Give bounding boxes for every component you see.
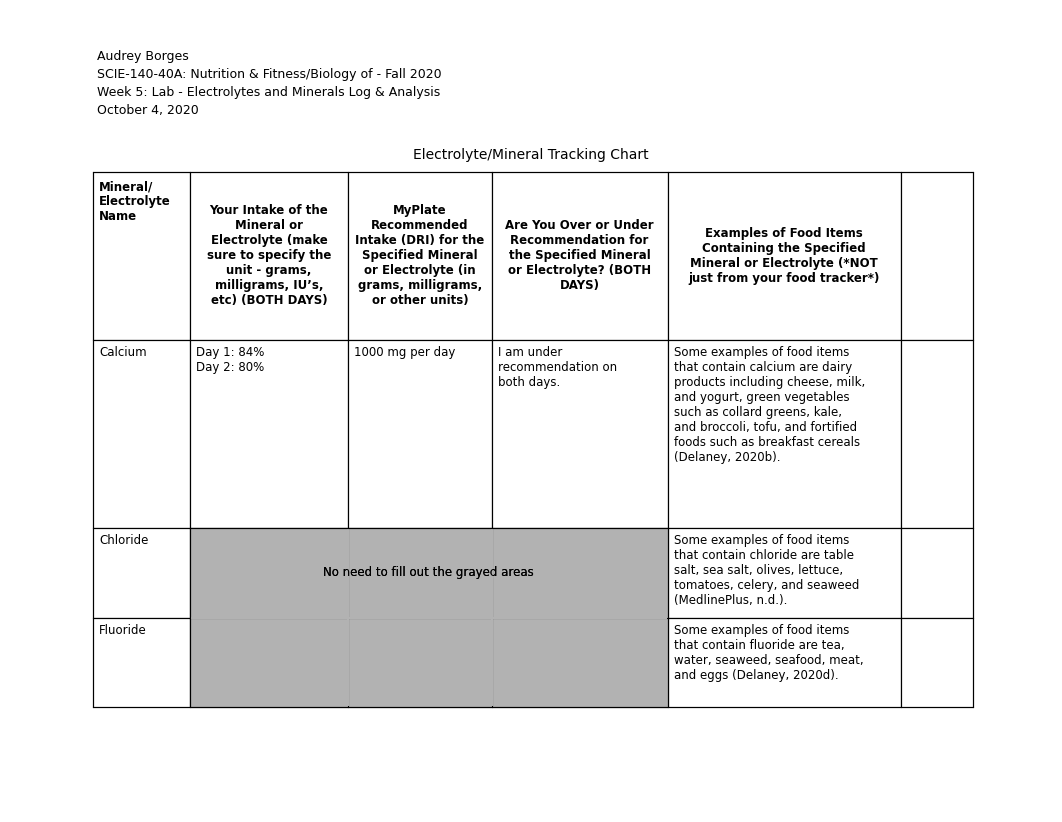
Bar — [190, 529, 668, 707]
Bar — [348, 339, 492, 529]
Bar — [348, 617, 492, 707]
Bar — [190, 529, 668, 707]
Bar — [492, 617, 668, 707]
Bar — [348, 529, 492, 617]
Text: No need to fill out the grayed areas: No need to fill out the grayed areas — [323, 566, 534, 580]
Text: Day 1: 84%
Day 2: 80%: Day 1: 84% Day 2: 80% — [195, 345, 264, 374]
Text: SCIE-140-40A: Nutrition & Fitness/Biology of - Fall 2020: SCIE-140-40A: Nutrition & Fitness/Biolog… — [97, 68, 442, 81]
Bar — [93, 529, 190, 617]
Bar — [348, 172, 492, 339]
Text: Audrey Borges: Audrey Borges — [97, 50, 189, 63]
Bar — [668, 339, 901, 529]
Bar — [190, 339, 348, 529]
Bar — [668, 617, 901, 707]
Text: Mineral/
Electrolyte
Name: Mineral/ Electrolyte Name — [99, 180, 171, 223]
Bar — [93, 617, 190, 707]
Text: Some examples of food items
that contain fluoride are tea,
water, seaweed, seafo: Some examples of food items that contain… — [673, 624, 863, 681]
Text: Chloride: Chloride — [99, 534, 149, 547]
Bar — [93, 172, 190, 339]
Text: Your Intake of the
Mineral or
Electrolyte (make
sure to specify the
unit - grams: Your Intake of the Mineral or Electrolyt… — [207, 205, 331, 307]
Text: Examples of Food Items
Containing the Specified
Mineral or Electrolyte (*NOT
jus: Examples of Food Items Containing the Sp… — [688, 227, 880, 284]
Bar — [191, 616, 667, 619]
Text: October 4, 2020: October 4, 2020 — [97, 104, 199, 117]
Bar — [190, 172, 348, 339]
Text: I am under
recommendation on
both days.: I am under recommendation on both days. — [498, 345, 617, 389]
Text: Calcium: Calcium — [99, 345, 147, 358]
Text: Are You Over or Under
Recommendation for
the Specified Mineral
or Electrolyte? (: Are You Over or Under Recommendation for… — [506, 219, 654, 293]
Bar — [668, 529, 901, 617]
Bar — [901, 529, 973, 617]
Bar — [901, 172, 973, 339]
Bar — [190, 617, 348, 707]
Bar — [492, 529, 668, 617]
Bar — [93, 339, 190, 529]
Text: Some examples of food items
that contain chloride are table
salt, sea salt, oliv: Some examples of food items that contain… — [673, 534, 859, 607]
Bar — [901, 339, 973, 529]
Bar — [492, 339, 668, 529]
Text: Week 5: Lab - Electrolytes and Minerals Log & Analysis: Week 5: Lab - Electrolytes and Minerals … — [97, 86, 441, 99]
Bar — [347, 529, 349, 706]
Bar — [190, 529, 348, 617]
Text: Some examples of food items
that contain calcium are dairy
products including ch: Some examples of food items that contain… — [673, 345, 864, 464]
Text: 1000 mg per day: 1000 mg per day — [355, 345, 456, 358]
Text: Electrolyte/Mineral Tracking Chart: Electrolyte/Mineral Tracking Chart — [413, 148, 649, 162]
Bar — [491, 529, 493, 706]
Bar — [492, 172, 668, 339]
Bar — [668, 172, 901, 339]
Text: Fluoride: Fluoride — [99, 624, 147, 636]
Text: MyPlate
Recommended
Intake (DRI) for the
Specified Mineral
or Electrolyte (in
gr: MyPlate Recommended Intake (DRI) for the… — [356, 205, 484, 307]
Text: No need to fill out the grayed areas: No need to fill out the grayed areas — [323, 566, 534, 580]
Bar — [901, 617, 973, 707]
